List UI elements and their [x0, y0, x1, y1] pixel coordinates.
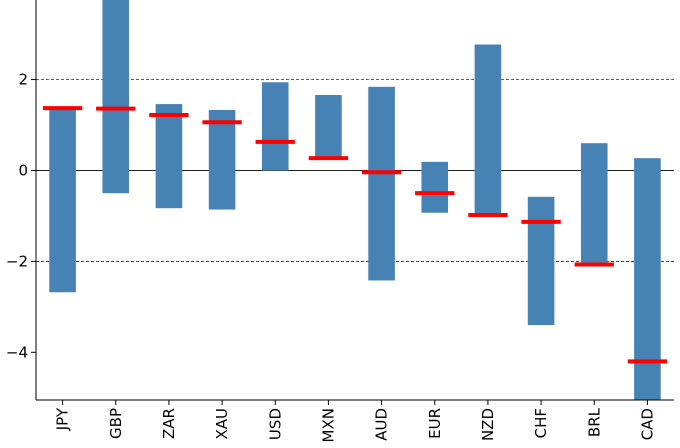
x-tick-label: NZD	[479, 408, 497, 441]
range-bar-aud	[368, 86, 395, 281]
range-bar-brl	[580, 143, 608, 265]
x-tick-label: CAD	[638, 408, 656, 440]
range-bar-chf	[527, 196, 555, 325]
range-bar-xau	[208, 110, 236, 210]
value-markers	[42, 106, 668, 364]
axes	[35, 0, 674, 401]
range-bar-cad	[634, 158, 661, 400]
y-axis-ticks: −4 −2 0 2	[6, 71, 36, 361]
x-tick-label: AUD	[373, 408, 391, 441]
gridlines	[36, 79, 674, 262]
x-tick-label: JPY	[54, 407, 72, 431]
y-tick-label: −2	[6, 252, 28, 270]
x-tick-label: XAU	[213, 408, 231, 440]
x-tick-label: MXN	[319, 408, 337, 442]
x-axis-ticks: JPY GBP ZAR XAU USD MXN AUD EUR NZD CHF BRL CAD	[54, 400, 656, 442]
y-tick-label: −4	[6, 343, 28, 361]
y-tick-label: 2	[18, 71, 28, 89]
x-tick-label: USD	[266, 408, 284, 440]
x-tick-label: EUR	[426, 408, 444, 439]
range-bars	[49, 0, 661, 400]
x-tick-label: CHF	[532, 408, 550, 438]
range-bar-usd	[261, 82, 289, 171]
range-bar-eur	[421, 161, 449, 213]
x-tick-label: GBP	[107, 408, 125, 439]
range-bar-mxn	[315, 95, 342, 159]
range-bar-nzd	[474, 44, 502, 217]
range-bar-jpy	[49, 106, 76, 293]
x-tick-label: BRL	[585, 407, 603, 437]
x-tick-label: ZAR	[160, 408, 178, 439]
range-bar-zar	[155, 104, 183, 209]
range-bar-gbp	[102, 0, 130, 194]
y-tick-label: 0	[18, 161, 28, 179]
